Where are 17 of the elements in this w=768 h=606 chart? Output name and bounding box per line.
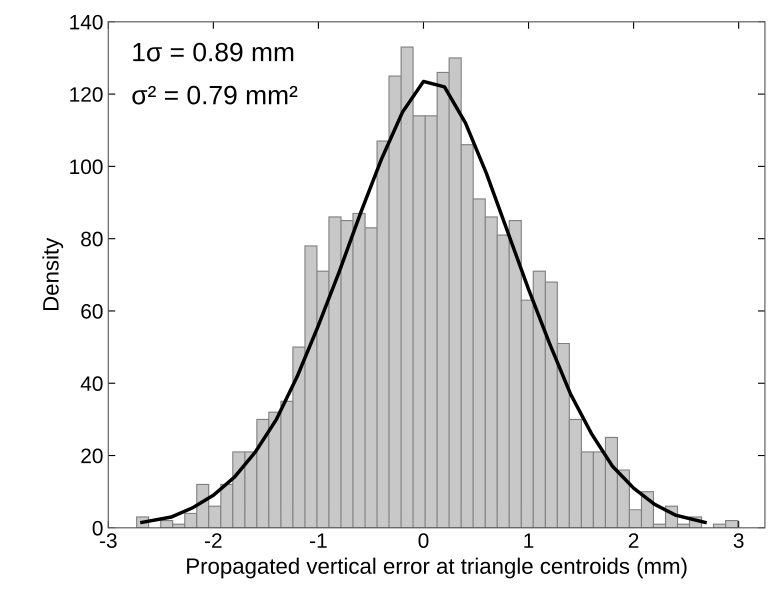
- y-tick-label: 40: [80, 376, 103, 392]
- x-tick-label: 3: [734, 533, 744, 548]
- x-tick-label: 2: [628, 533, 638, 548]
- y-tick-label: 20: [81, 448, 103, 464]
- annotation: σ² = 0.79 mm²: [132, 86, 298, 104]
- y-tick-label: 120: [70, 87, 103, 102]
- annotation: 1σ = 0.89 mm: [133, 42, 294, 62]
- y-tick-label: 100: [70, 159, 103, 174]
- x-tick-label: 1: [524, 533, 534, 548]
- x-tick-label: 0: [418, 533, 428, 548]
- y-tick-label: 60: [81, 304, 103, 319]
- y-tick-label: 80: [81, 232, 103, 246]
- y-tick-label: 140: [70, 14, 103, 30]
- x-axis-title: Propagated vertical error at triangle centroids (mm): [187, 558, 687, 578]
- y-axis-title: Density: [42, 238, 64, 310]
- x-tick-label: -2: [205, 533, 222, 548]
- x-tick-label: -1: [310, 533, 327, 548]
